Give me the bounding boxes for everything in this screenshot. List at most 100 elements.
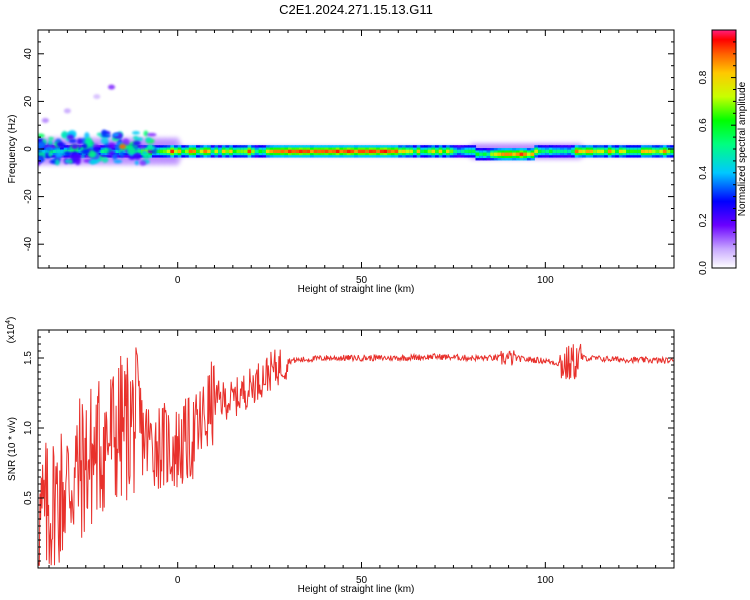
spectrogram-noise-blob bbox=[145, 137, 152, 142]
spectrogram-band-cell bbox=[464, 149, 469, 154]
spectrogram-band-cell bbox=[585, 149, 591, 154]
spectrogram-band-cell bbox=[593, 149, 598, 154]
spectrogram-band-cell bbox=[240, 149, 245, 154]
spectrogram-band-cell bbox=[383, 149, 388, 154]
spectrogram-band-cell bbox=[512, 152, 517, 156]
spectrogram-band-cell bbox=[221, 149, 227, 154]
spectrogram-band-cell bbox=[159, 149, 164, 154]
spectrogram-band-cell bbox=[276, 149, 282, 154]
spectrogram-noise-blob bbox=[48, 136, 54, 141]
spectrogram-band-cell bbox=[596, 149, 602, 154]
spectrogram-band-cell bbox=[629, 149, 635, 154]
snr-panel: 0 50 100 0.5 1.0 1.5 Height of straight line … bbox=[5, 317, 675, 595]
spectrogram-band-cell bbox=[556, 149, 561, 154]
spectrogram-band-cell bbox=[611, 149, 616, 154]
spectrogram-noise-blob bbox=[103, 147, 109, 153]
spectrogram-noise-blob bbox=[127, 146, 137, 155]
spectrogram-band-cell bbox=[449, 149, 455, 154]
spectrogram-blob bbox=[41, 117, 49, 123]
spectrogram-noise-blob bbox=[106, 142, 117, 150]
spectrogram-blob bbox=[56, 141, 64, 147]
spectrogram-band-cell bbox=[571, 149, 576, 154]
spectrogram-band-cell bbox=[376, 149, 381, 154]
spectrogram-band-cell bbox=[45, 149, 50, 154]
spectrogram-noise-blob bbox=[72, 153, 81, 162]
spectrogram-band-cell bbox=[67, 149, 72, 154]
spectrogram-y-tick-label: -20 bbox=[23, 189, 34, 204]
spectrogram-band-cell bbox=[368, 149, 374, 154]
spectrogram-y-tick-label: -40 bbox=[23, 237, 34, 252]
spectrogram-band-cell bbox=[615, 149, 620, 154]
spectrogram-band-cell bbox=[343, 149, 348, 154]
spectrogram-band-cell bbox=[210, 149, 216, 154]
spectrogram-band-cell bbox=[482, 152, 488, 156]
spectrogram-band-cell bbox=[354, 149, 359, 154]
spectrogram-band-cell bbox=[299, 149, 304, 154]
spectrogram-band-cell bbox=[644, 149, 649, 154]
spectrogram-band-cell bbox=[526, 152, 532, 156]
spectrogram-band-cell bbox=[662, 149, 668, 154]
spectrogram-band-cell bbox=[229, 149, 234, 154]
spectrogram-band-cell bbox=[287, 149, 293, 154]
spectrogram-noise-blob bbox=[142, 153, 151, 159]
colorbar-tick-label: 0.2 bbox=[698, 213, 709, 227]
spectrogram-band-cell bbox=[379, 149, 385, 154]
spectrogram-band-cell bbox=[350, 149, 355, 154]
snr-y-axis-label: SNR (10 * v/v) bbox=[7, 417, 18, 481]
spectrogram-noise-blob bbox=[68, 138, 77, 144]
spectrogram-band-cell bbox=[394, 149, 399, 154]
snr-series-line bbox=[38, 343, 674, 566]
spectrogram-band-cell bbox=[648, 149, 653, 154]
spectrogram-band-cell bbox=[218, 149, 223, 154]
spectrogram-band-cell bbox=[262, 149, 267, 154]
spectrogram-band-cell bbox=[446, 149, 451, 154]
spectrogram-band-cell bbox=[232, 149, 238, 154]
spectrogram-noise-blob bbox=[55, 148, 60, 154]
spectrogram-noise-blob bbox=[80, 154, 85, 159]
spectrogram-band-cell bbox=[479, 152, 484, 156]
spectrogram-band-cell bbox=[457, 149, 462, 154]
spectrogram-band-cell bbox=[346, 149, 352, 154]
spectrogram-band-cell bbox=[273, 149, 278, 154]
spectrogram-band-cell bbox=[431, 149, 436, 154]
spectrogram-band-cell bbox=[387, 149, 392, 154]
snr-y-tick-label: 1.0 bbox=[23, 421, 34, 435]
spectrogram-band-cell bbox=[162, 149, 168, 154]
spectrogram-band-cell bbox=[280, 149, 285, 154]
spectrogram-band-cell bbox=[497, 152, 502, 156]
colorbar-tick-label: 0.4 bbox=[698, 165, 709, 179]
spectrogram-x-axis-label: Height of straight line (km) bbox=[298, 284, 415, 295]
spectrogram-band-cell bbox=[537, 149, 543, 154]
spectrogram-band-cell bbox=[666, 149, 671, 154]
spectrogram-blob bbox=[108, 84, 116, 90]
spectrogram-band-cell bbox=[372, 149, 377, 154]
spectrogram-noise-blob bbox=[101, 156, 109, 163]
spectrogram-band-cell bbox=[324, 149, 330, 154]
spectrogram-noise-blob bbox=[146, 132, 157, 137]
spectrogram-blob bbox=[63, 108, 71, 114]
spectrogram-band-cell bbox=[100, 149, 105, 154]
spectrogram-noise-blob bbox=[38, 159, 41, 166]
colorbar-tick-label: 0.6 bbox=[698, 118, 709, 132]
spectrogram-band-cell bbox=[258, 149, 263, 154]
spectrogram-band-cell bbox=[71, 149, 76, 154]
spectrogram-noise-blob bbox=[88, 159, 98, 164]
spectrogram-plot-area bbox=[38, 84, 674, 166]
spectrogram-band-cell bbox=[207, 149, 212, 154]
spectrogram-noise-blob bbox=[38, 137, 44, 143]
spectrogram-band-cell bbox=[655, 149, 660, 154]
snr-plot-area bbox=[38, 343, 674, 566]
spectrogram-band-cell bbox=[339, 149, 344, 154]
spectrogram-band-cell bbox=[236, 149, 241, 154]
spectrogram-band-cell bbox=[600, 149, 605, 154]
spectrogram-band-cell bbox=[578, 149, 583, 154]
spectrogram-noise-blob bbox=[112, 133, 120, 137]
spectrogram-band-cell bbox=[317, 149, 322, 154]
spectrogram-band-cell bbox=[549, 149, 554, 154]
spectrogram-noise-blob bbox=[139, 160, 147, 166]
spectrogram-band-cell bbox=[409, 149, 414, 154]
spectrogram-band-cell bbox=[174, 149, 179, 154]
spectrogram-band-cell bbox=[486, 152, 491, 156]
spectrogram-ticks: 0 50 100 -40 -20 0 20 40 bbox=[23, 29, 675, 286]
spectrogram-band-cell bbox=[493, 152, 499, 156]
